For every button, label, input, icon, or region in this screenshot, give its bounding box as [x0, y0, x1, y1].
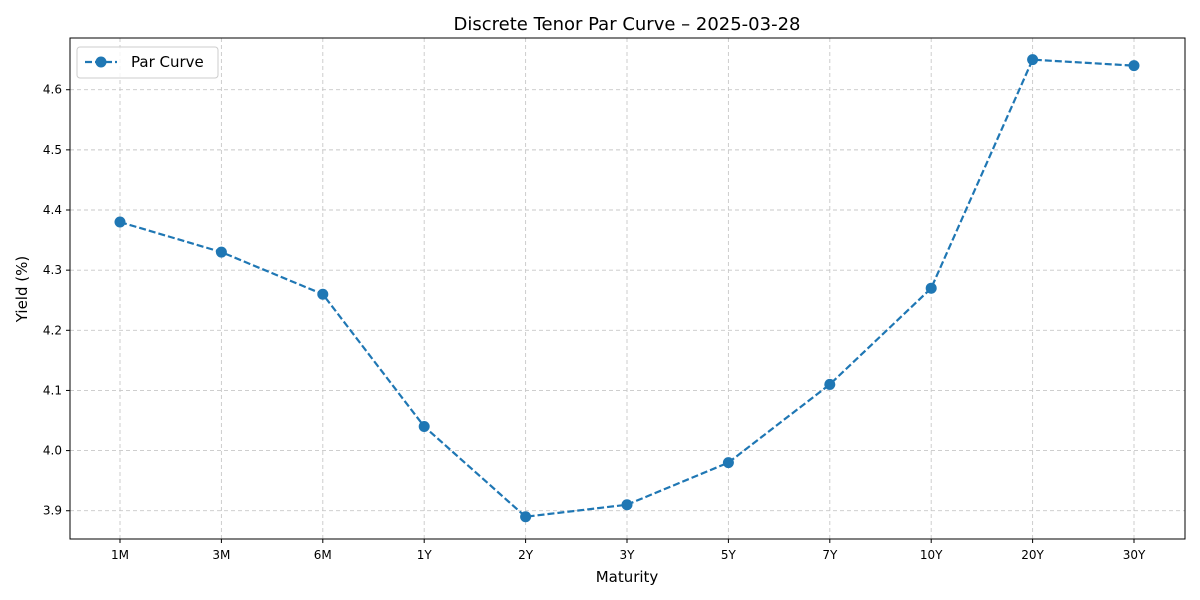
data-point	[621, 499, 633, 511]
y-tick-label: 4.6	[43, 83, 62, 97]
y-tick-label: 4.2	[43, 323, 62, 337]
y-tick-label: 3.9	[43, 504, 62, 518]
data-point	[722, 457, 734, 469]
data-point	[114, 216, 126, 228]
y-tick-label: 4.1	[43, 383, 62, 397]
x-tick-label: 7Y	[822, 548, 838, 562]
y-tick-label: 4.3	[43, 263, 62, 277]
data-point	[418, 421, 430, 433]
x-tick-label: 2Y	[518, 548, 534, 562]
data-point	[824, 378, 836, 390]
chart-title: Discrete Tenor Par Curve – 2025-03-28	[454, 14, 801, 35]
x-tick-label: 3Y	[620, 548, 636, 562]
x-tick-label: 5Y	[721, 548, 737, 562]
x-tick-label: 20Y	[1021, 548, 1044, 562]
data-point	[317, 288, 329, 300]
series-layer	[114, 54, 1140, 523]
data-point	[1027, 54, 1039, 66]
legend-box	[76, 46, 219, 79]
legend-label: Par Curve	[131, 53, 204, 71]
data-point	[215, 246, 227, 258]
y-tick-label: 4.0	[43, 444, 62, 458]
y-tick-label: 4.5	[43, 143, 62, 157]
y-axis-label: Yield (%)	[13, 256, 31, 323]
axes: 1M 3M 6M 1Y 2Y 3Y 5Y 7Y 10Y 20Y 30Y 3.9 4.0 4.1 4.2 4.3…	[43, 37, 1186, 562]
data-point	[520, 511, 532, 523]
x-tick-label: 3M	[212, 548, 230, 562]
x-tick-label: 30Y	[1123, 548, 1146, 562]
x-tick-label: 6M	[314, 548, 332, 562]
x-tick-label: 10Y	[920, 548, 943, 562]
legend-marker-sample	[95, 56, 107, 68]
x-axis-label: Maturity	[596, 568, 659, 586]
labels: Discrete Tenor Par Curve – 2025-03-28 Ma…	[13, 14, 800, 586]
x-tick-label: 1M	[111, 548, 129, 562]
data-point	[925, 282, 937, 294]
x-tick-label: 1Y	[417, 548, 433, 562]
plot-frame	[69, 37, 1186, 540]
y-tick-label: 4.4	[43, 203, 62, 217]
legend: Par Curve	[76, 46, 219, 79]
data-point	[1128, 60, 1140, 72]
grid	[70, 38, 1185, 539]
